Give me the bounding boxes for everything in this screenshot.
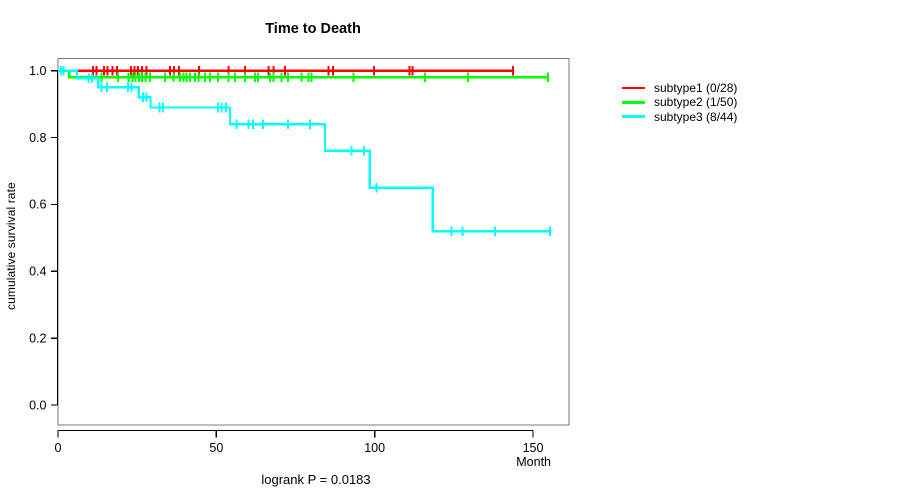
survival-curve-subtype3 [58,69,552,233]
y-tick-label: 0.0 [29,398,46,412]
y-tick-label: 0.8 [29,131,46,145]
legend-item-subtype1: subtype1 (0/28) [622,81,737,95]
y-tick-label: 1.0 [29,64,46,78]
y-tick-label: 0.2 [29,331,46,345]
legend-line-swatch-subtype1 [622,86,645,90]
legend-label-subtype3: subtype3 (8/44) [654,109,738,124]
legend-line-swatch-subtype2 [622,101,645,104]
legend-item-subtype3: subtype3 (8/44) [622,110,737,124]
plot-frame [57,57,570,426]
legend-line-swatch-subtype3 [622,115,645,119]
legend-label-subtype2: subtype2 (1/50) [654,95,738,110]
legend-item-subtype2: subtype2 (1/50) [622,95,737,109]
x-tick-label: 150 [523,441,544,455]
y-axis-title: cumulative survival rate [4,182,18,310]
y-tick-label: 0.4 [29,265,46,279]
x-axis-title: Month [516,455,551,469]
chart-title: Time to Death [265,21,361,37]
legend-label-subtype1: subtype1 (0/28) [654,81,738,96]
x-tick-label: 100 [364,441,385,455]
x-tick-label: 0 [55,441,62,455]
logrank-p-value: logrank P = 0.0183 [261,472,371,487]
legend: subtype1 (0/28) subtype2 (1/50) subtype3… [622,81,737,124]
x-tick-label: 50 [209,441,223,455]
y-tick-label: 0.6 [29,198,46,212]
